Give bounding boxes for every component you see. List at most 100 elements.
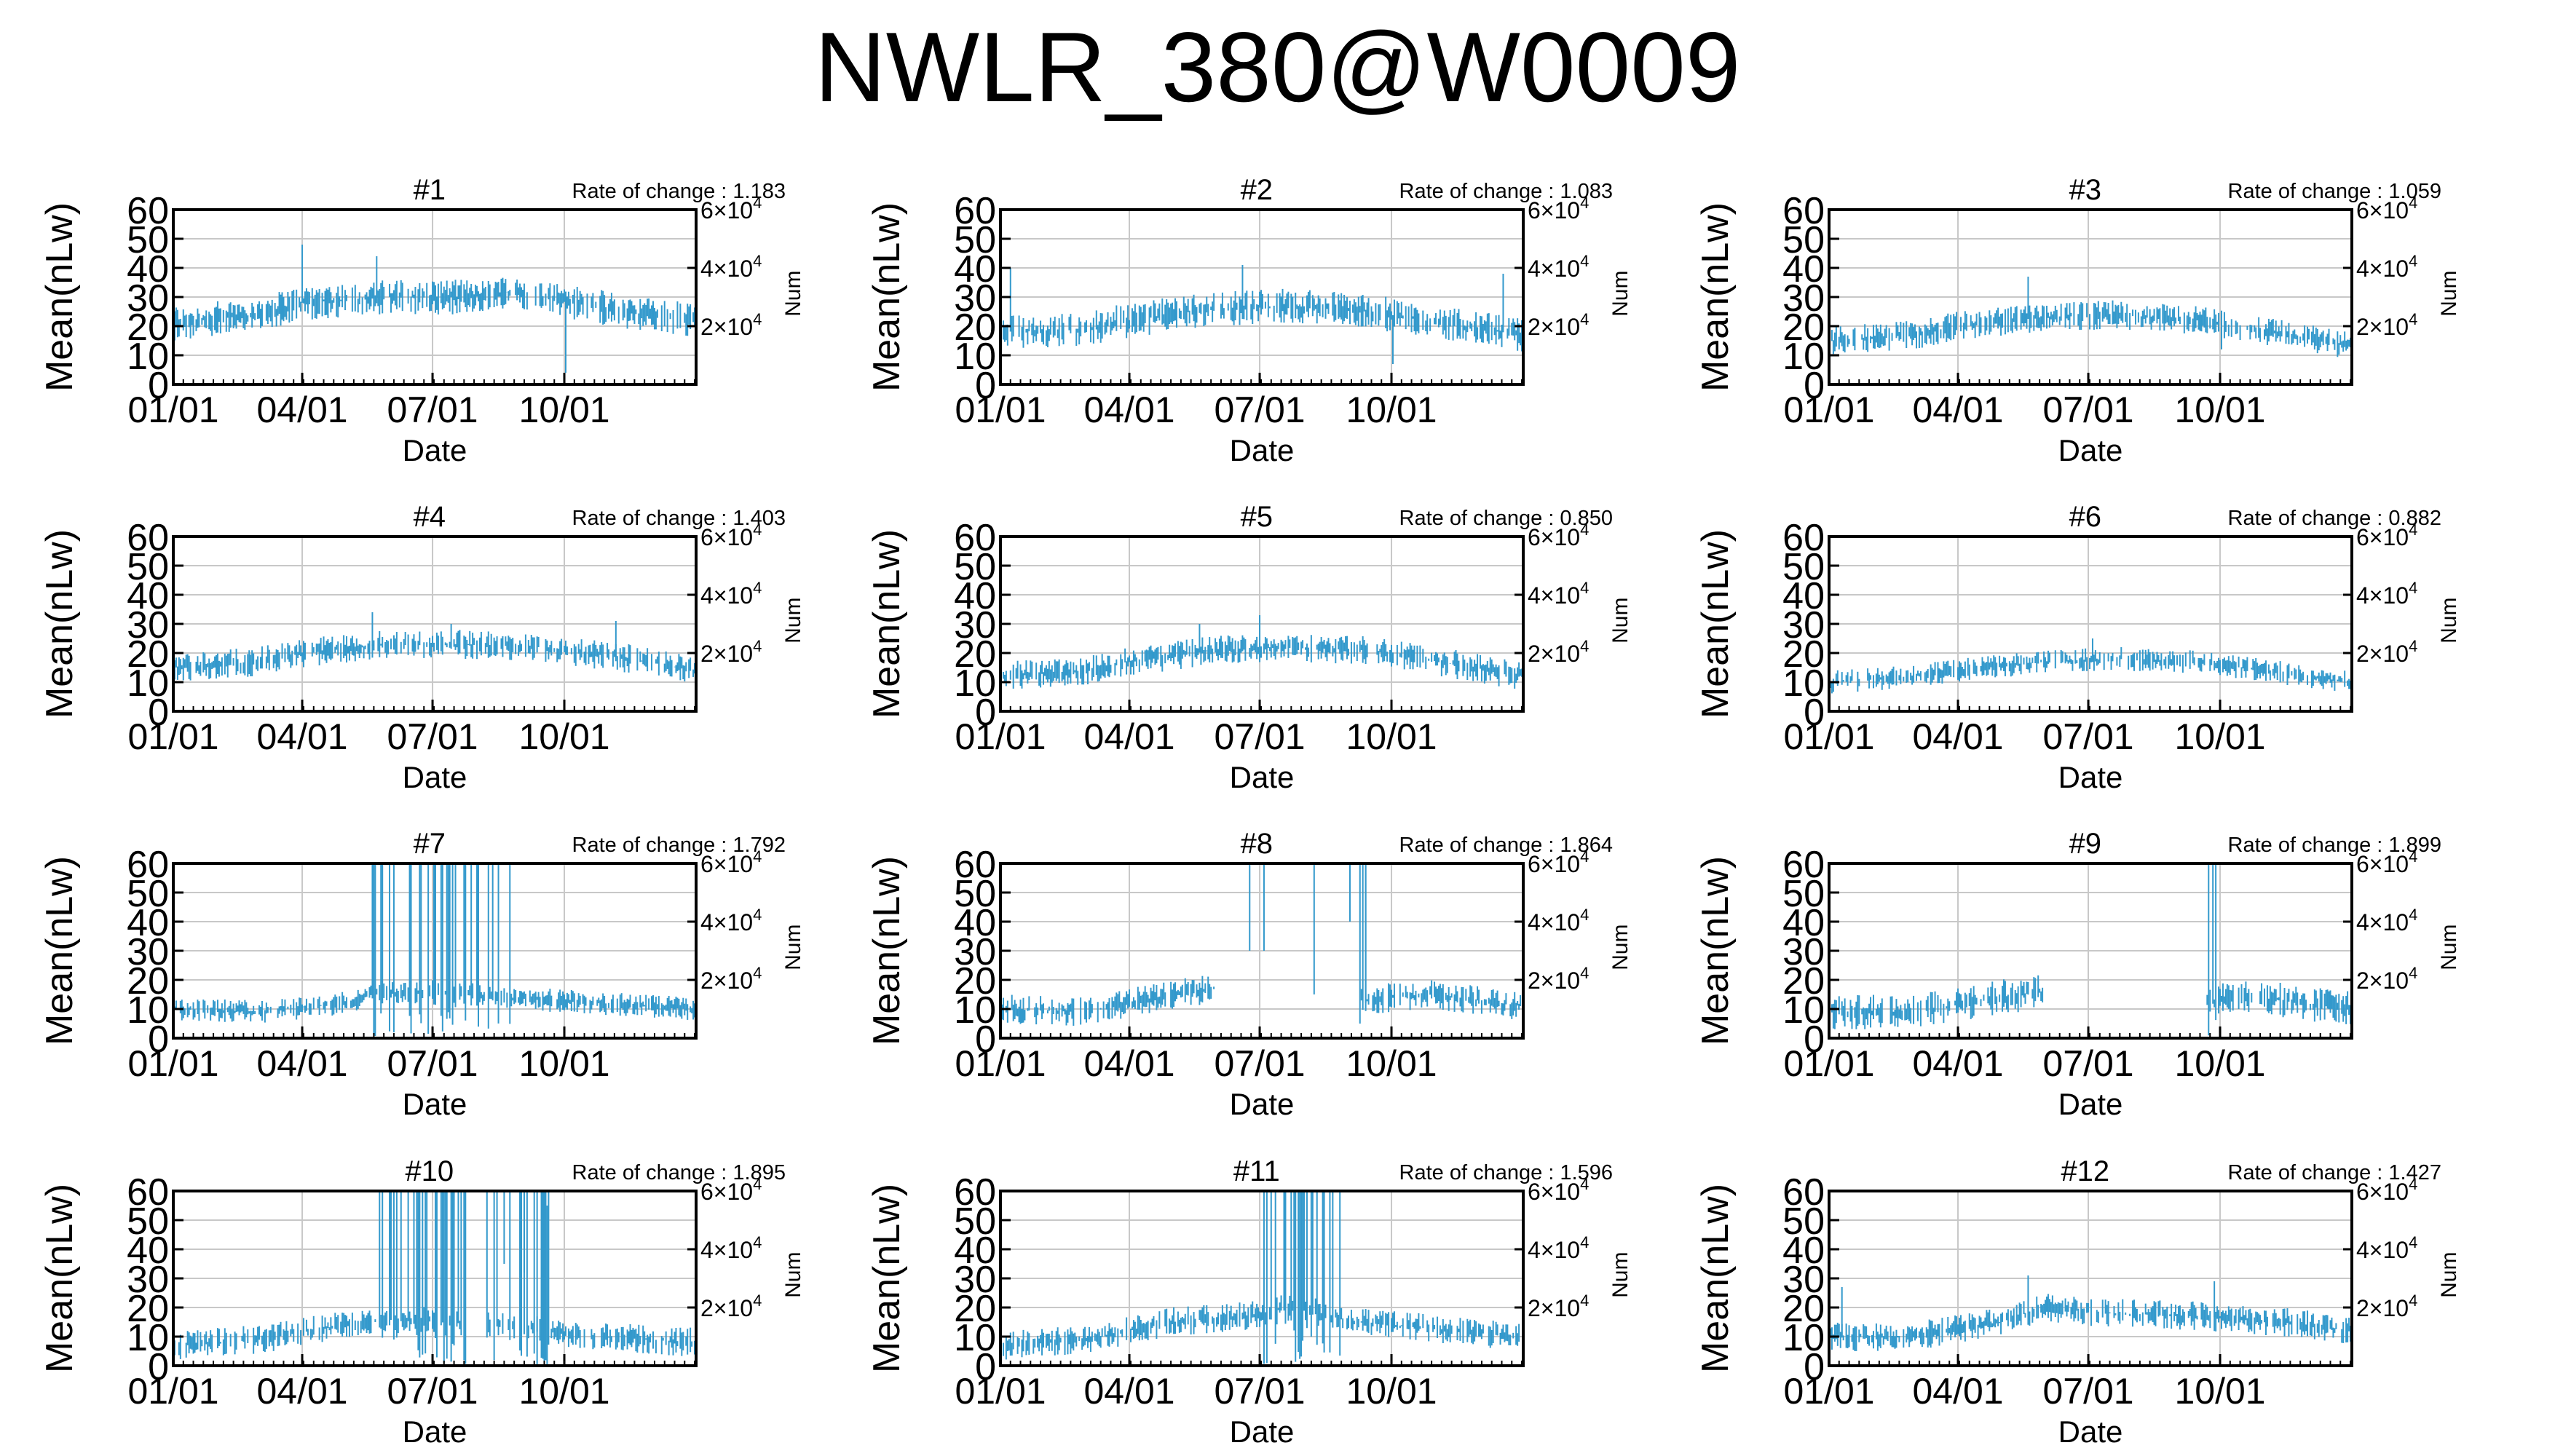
y-tick-label: 40 (954, 575, 996, 617)
y-tick-label: 0 (975, 1018, 996, 1061)
y2-tick-label: 6×104 (1528, 847, 1589, 877)
y-tick-label: 0 (148, 365, 169, 407)
x-tick-label: 07/01 (387, 1371, 478, 1412)
x-tick-label: 01/01 (1783, 389, 1874, 430)
x-tick-label: 01/01 (955, 1043, 1046, 1084)
y-tick-label: 20 (954, 633, 996, 676)
y-tick-label: 60 (1782, 190, 1825, 232)
y-tick-label: 30 (127, 277, 169, 320)
rate-of-change: Rate of change : 1.792 (572, 834, 786, 857)
y2-tick-label: 6×104 (700, 194, 762, 223)
y-tick-label: 50 (954, 1200, 996, 1243)
panel-title: #4 (414, 501, 446, 533)
y-tick-label: 10 (1782, 1317, 1825, 1359)
x-tick-label: 04/01 (1083, 1043, 1174, 1084)
y2-axis-label: Num (2437, 1252, 2461, 1298)
y-tick-label: 50 (1782, 219, 1825, 261)
y-tick-label: 10 (1782, 336, 1825, 378)
series (173, 863, 697, 1037)
y2-tick-label: 2×104 (2356, 964, 2417, 994)
y-axis-label: Mean(nLw) (39, 1184, 81, 1373)
y2-tick-label: 6×104 (1528, 194, 1589, 223)
series (173, 612, 697, 681)
x-axis-label: Date (403, 1415, 467, 1449)
panel-title: #6 (2069, 501, 2102, 533)
x-tick-label: 04/01 (1912, 1371, 2003, 1412)
y-tick-label: 60 (954, 1171, 996, 1214)
rate-of-change: Rate of change : 1.596 (1399, 1161, 1613, 1184)
x-tick-label: 10/01 (518, 1371, 609, 1412)
y-tick-label: 30 (1782, 604, 1825, 646)
x-axis-label: Date (1230, 1087, 1295, 1121)
y-tick-label: 50 (127, 1200, 169, 1243)
y-tick-label: 50 (954, 546, 996, 588)
y-tick-label: 20 (954, 306, 996, 349)
y-tick-label: 10 (127, 1317, 169, 1359)
y2-axis-label: Num (781, 598, 805, 644)
y2-tick-label: 6×104 (2356, 847, 2417, 877)
y2-tick-label: 2×104 (700, 637, 762, 667)
y-tick-label: 40 (1782, 902, 1825, 944)
y2-tick-label: 4×104 (2356, 579, 2417, 609)
x-tick-label: 01/01 (955, 389, 1046, 430)
y-tick-label: 20 (127, 1288, 169, 1330)
y-tick-label: 40 (954, 248, 996, 290)
y2-tick-label: 4×104 (700, 252, 762, 282)
y2-tick-label: 2×104 (700, 1291, 762, 1321)
x-tick-label: 01/01 (955, 716, 1046, 757)
y-axis-label: Mean(nLw) (39, 202, 81, 392)
y2-tick-label: 6×104 (1528, 521, 1589, 550)
y-tick-label: 0 (148, 1018, 169, 1061)
y-tick-label: 30 (954, 931, 996, 973)
series (1828, 1275, 2352, 1351)
y2-tick-label: 4×104 (2356, 906, 2417, 935)
panel-title: #7 (414, 828, 446, 860)
x-tick-label: 04/01 (1083, 1371, 1174, 1412)
series (1000, 863, 1524, 1026)
x-tick-label: 01/01 (955, 1371, 1046, 1412)
y-tick-label: 20 (1782, 633, 1825, 676)
rate-of-change: Rate of change : 1.895 (572, 1161, 786, 1184)
y2-axis-label: Num (781, 925, 805, 970)
y-tick-label: 30 (954, 1259, 996, 1301)
y-tick-label: 20 (1782, 306, 1825, 349)
y2-tick-label: 4×104 (700, 579, 762, 609)
series (1828, 277, 2353, 360)
y-tick-label: 40 (1782, 248, 1825, 290)
y-tick-label: 50 (954, 219, 996, 261)
y-tick-label: 30 (127, 604, 169, 646)
x-tick-label: 07/01 (1214, 389, 1305, 430)
x-tick-label: 04/01 (1912, 716, 2003, 757)
y-tick-label: 20 (127, 960, 169, 1002)
y-tick-label: 30 (1782, 1259, 1825, 1301)
x-tick-label: 01/01 (1783, 716, 1874, 757)
y2-axis-label: Num (1608, 925, 1632, 970)
y2-tick-label: 6×104 (1528, 1175, 1589, 1205)
y-tick-label: 50 (127, 873, 169, 915)
y2-tick-label: 6×104 (2356, 521, 2417, 550)
series (1000, 615, 1524, 689)
y-tick-label: 40 (127, 248, 169, 290)
y-tick-label: 40 (127, 575, 169, 617)
rate-of-change: Rate of change : 1.083 (1399, 180, 1613, 203)
y-tick-label: 0 (975, 365, 996, 407)
y-tick-label: 30 (954, 277, 996, 320)
x-tick-label: 07/01 (2042, 716, 2133, 757)
x-axis-label: Date (2058, 433, 2123, 467)
y-tick-label: 30 (954, 604, 996, 646)
y-tick-label: 60 (127, 1171, 169, 1214)
y2-tick-label: 2×104 (1528, 310, 1589, 340)
y2-tick-label: 4×104 (2356, 252, 2417, 282)
y-tick-label: 20 (1782, 1288, 1825, 1330)
panel-title: #9 (2069, 828, 2102, 860)
y-tick-label: 50 (127, 219, 169, 261)
series (1828, 638, 2353, 694)
y-tick-label: 30 (1782, 931, 1825, 973)
